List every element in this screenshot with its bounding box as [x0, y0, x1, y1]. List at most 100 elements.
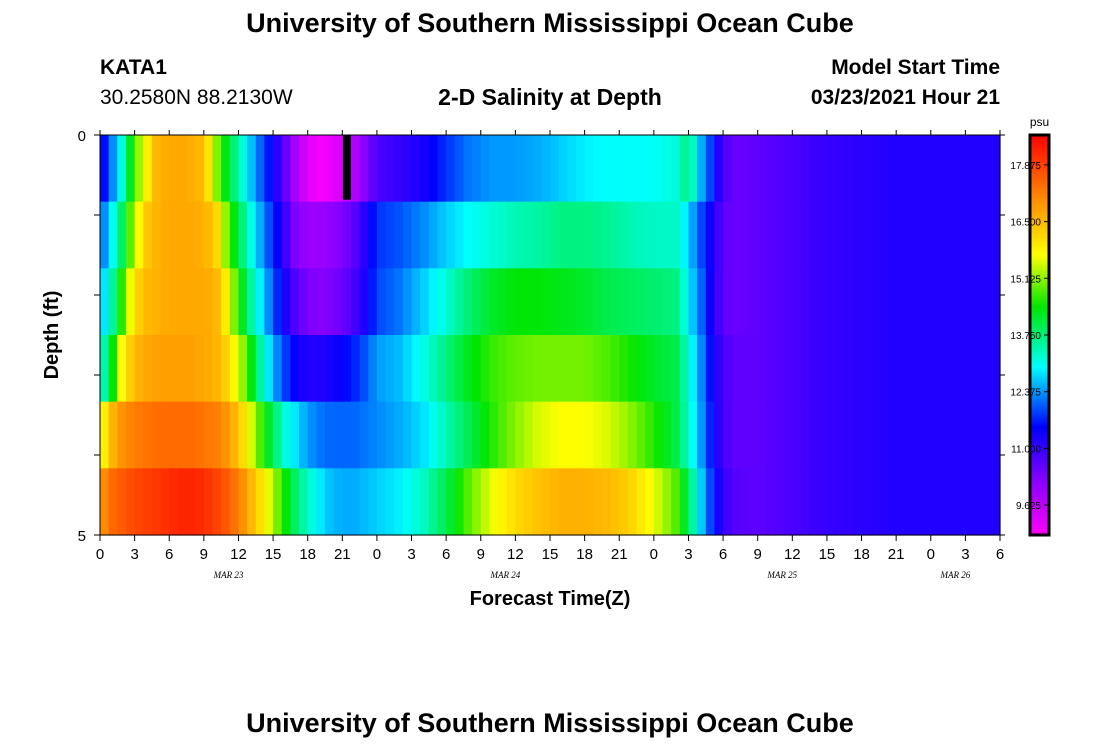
heatmap-cell — [610, 401, 620, 469]
heatmap-cell — [134, 268, 144, 336]
heatmap-cell — [489, 468, 499, 536]
heatmap-cell — [800, 135, 811, 203]
heatmap-cell — [818, 135, 828, 203]
heatmap-cell — [290, 201, 300, 269]
heatmap-cell — [221, 468, 231, 536]
heatmap-cell — [100, 201, 110, 269]
heatmap-cell — [792, 335, 802, 403]
heatmap-cell — [844, 201, 854, 269]
heatmap-cell — [757, 401, 767, 469]
heatmap-cell — [939, 135, 949, 203]
heatmap-cell — [316, 401, 326, 469]
heatmap-cell — [394, 468, 404, 536]
heatmap-cell — [662, 401, 672, 469]
heatmap-cell — [100, 401, 110, 469]
colorbar-label: 15.125 — [1010, 274, 1041, 285]
heatmap-cell — [221, 401, 231, 469]
heatmap-cell — [342, 468, 352, 536]
heatmap-cell — [653, 201, 664, 269]
heatmap-cell — [948, 135, 958, 203]
x-tick-label: 0 — [650, 546, 658, 563]
heatmap-cell — [844, 268, 854, 336]
heatmap-cell — [151, 268, 162, 336]
heatmap-cell — [290, 401, 300, 469]
x-tick-label: 0 — [373, 546, 381, 563]
colorbar-label: 13.750 — [1010, 331, 1041, 342]
x-tick-label: 12 — [230, 546, 247, 563]
heatmap-cell — [991, 468, 1001, 536]
heatmap-cell — [350, 135, 361, 203]
heatmap-cell — [800, 468, 811, 536]
heatmap-cell — [818, 201, 828, 269]
heatmap-cell — [506, 401, 516, 469]
heatmap-cell — [368, 135, 378, 203]
heatmap-cell — [437, 201, 447, 269]
heatmap-cell — [255, 268, 266, 336]
heatmap-cell — [117, 201, 127, 269]
heatmap-cell — [350, 401, 361, 469]
heatmap-cell — [991, 268, 1001, 336]
heatmap-cell — [575, 335, 586, 403]
heatmap-cell — [826, 401, 837, 469]
heatmap-cell — [870, 201, 880, 269]
colorbar-label: 9.625 — [1016, 501, 1041, 512]
heatmap-cell — [195, 201, 205, 269]
heatmap-cell — [299, 268, 309, 336]
heatmap-cell — [359, 401, 369, 469]
heatmap-cell — [740, 268, 750, 336]
heatmap-cell — [299, 135, 309, 203]
heatmap-cell — [394, 201, 404, 269]
heatmap-cell — [402, 335, 413, 403]
heatmap-cell — [437, 468, 447, 536]
heatmap-cell — [584, 468, 594, 536]
heatmap-cell — [679, 201, 690, 269]
heatmap-cell — [939, 468, 949, 536]
heatmap-cell — [524, 335, 534, 403]
heatmap-cell — [991, 135, 1001, 203]
heatmap-cell — [134, 201, 144, 269]
heatmap-cell — [948, 401, 958, 469]
heatmap-cell — [679, 335, 690, 403]
heatmap-cell — [991, 401, 1001, 469]
heatmap-cell — [169, 335, 179, 403]
heatmap-cell — [610, 135, 620, 203]
heatmap-cell — [463, 401, 473, 469]
x-tick-label: 9 — [477, 546, 485, 563]
heatmap-cell — [948, 201, 958, 269]
heatmap-cell — [783, 335, 793, 403]
heatmap-cell — [100, 135, 110, 203]
heatmap-cell — [714, 135, 724, 203]
x-tick-label: 18 — [853, 546, 870, 563]
heatmap-cell — [913, 201, 923, 269]
heatmap-cell — [195, 468, 205, 536]
heatmap-cell — [532, 135, 542, 203]
heatmap-cell — [965, 268, 975, 336]
heatmap-cell — [273, 268, 283, 336]
heatmap-cell — [671, 201, 681, 269]
heatmap-cell — [463, 335, 473, 403]
heatmap-cell — [489, 135, 499, 203]
heatmap-cell — [852, 135, 863, 203]
heatmap-cell — [385, 268, 395, 336]
heatmap-cell — [151, 335, 162, 403]
heatmap-cell — [221, 335, 231, 403]
heatmap-cell — [965, 135, 975, 203]
heatmap-cell — [177, 201, 188, 269]
heatmap-cell — [809, 268, 819, 336]
heatmap-cell — [653, 135, 664, 203]
heatmap-cell — [835, 201, 845, 269]
heatmap-cell — [671, 268, 681, 336]
heatmap-cell — [705, 201, 716, 269]
heatmap-cell — [766, 401, 776, 469]
heatmap-cell — [956, 201, 966, 269]
heatmap-cell — [714, 401, 724, 469]
heatmap-cell — [394, 401, 404, 469]
heatmap-cell — [740, 201, 750, 269]
heatmap-cell — [974, 135, 984, 203]
heatmap-cell — [463, 201, 473, 269]
heatmap-cell — [653, 401, 664, 469]
heatmap-cell — [835, 401, 845, 469]
heatmap-cell — [636, 401, 646, 469]
heatmap-cell — [498, 335, 508, 403]
